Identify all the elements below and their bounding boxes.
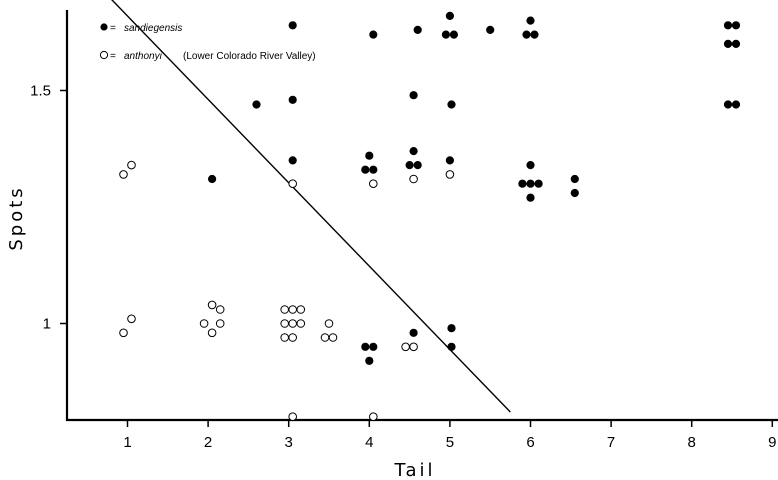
point-sandiegensis (731, 39, 741, 49)
point-anthonyi (215, 305, 225, 314)
point-anthonyi (127, 160, 136, 170)
point-anthonyi (296, 319, 306, 328)
point-anthonyi (127, 314, 136, 324)
point-anthonyi (328, 333, 338, 342)
data-points (119, 11, 741, 422)
fit-line-group (111, 0, 511, 413)
point-sandiegensis (723, 100, 733, 109)
point-sandiegensis (526, 193, 535, 202)
point-anthonyi (369, 412, 378, 422)
point-sandiegensis (409, 147, 418, 156)
legend: = sandiegensis = anthonyi (Lower Colorad… (99, 23, 316, 62)
point-sandiegensis (288, 21, 297, 30)
point-anthonyi (119, 170, 128, 179)
point-sandiegensis (405, 161, 414, 170)
point-anthonyi (324, 319, 334, 328)
point-sandiegensis (526, 161, 535, 170)
point-sandiegensis (449, 30, 459, 39)
x-tick-label: 7 (607, 434, 615, 451)
legend-label-sandiegensis: sandiegensis (124, 23, 182, 34)
point-anthonyi (288, 333, 298, 342)
point-sandiegensis (530, 30, 539, 39)
point-anthonyi (119, 328, 128, 338)
point-sandiegensis (486, 25, 495, 35)
point-anthonyi (369, 179, 378, 188)
point-sandiegensis (361, 342, 370, 351)
point-sandiegensis (447, 342, 456, 351)
point-sandiegensis (288, 95, 297, 104)
point-anthonyi (288, 305, 298, 314)
point-anthonyi (401, 342, 410, 352)
legend-label-anthonyi: anthonyi (124, 51, 163, 62)
y-tick-label: 1 (43, 316, 51, 333)
point-anthonyi (215, 319, 225, 328)
point-anthonyi (288, 412, 298, 422)
point-anthonyi (280, 333, 290, 342)
axes (65, 10, 778, 422)
y-ticks: 11.52 (30, 83, 67, 333)
point-sandiegensis (288, 156, 297, 165)
point-sandiegensis (518, 179, 527, 188)
legend-marker-sandiegensis (100, 23, 108, 31)
x-tick-label: 5 (446, 434, 454, 451)
point-anthonyi (288, 319, 298, 328)
point-anthonyi (445, 170, 455, 179)
point-anthonyi (280, 319, 290, 328)
point-sandiegensis (369, 30, 378, 39)
point-sandiegensis (413, 161, 422, 170)
point-sandiegensis (522, 30, 531, 39)
y-tick-label: 1.5 (30, 83, 51, 100)
x-tick-label: 8 (688, 434, 696, 451)
point-sandiegensis (723, 21, 733, 30)
point-anthonyi (199, 319, 209, 328)
point-sandiegensis (208, 174, 217, 184)
point-sandiegensis (365, 151, 374, 160)
point-sandiegensis (252, 100, 261, 109)
point-anthonyi (288, 179, 298, 188)
x-tick-label: 9 (768, 434, 776, 451)
x-tick-label: 2 (204, 434, 212, 451)
point-sandiegensis (534, 179, 543, 188)
y-axis-title: Spots (6, 185, 27, 250)
point-sandiegensis (369, 165, 378, 174)
point-sandiegensis (731, 21, 741, 30)
point-sandiegensis (361, 165, 370, 174)
x-tick-label: 6 (526, 434, 534, 451)
point-anthonyi (409, 174, 418, 184)
point-sandiegensis (526, 179, 535, 188)
point-sandiegensis (570, 174, 579, 184)
legend-prefix-anthonyi: = (110, 51, 116, 62)
point-sandiegensis (441, 30, 451, 39)
point-anthonyi (296, 305, 306, 314)
point-sandiegensis (409, 328, 418, 337)
point-anthonyi (320, 333, 330, 342)
x-ticks: 1 2 3 4 5 6 7 8 9 (123, 420, 776, 451)
point-anthonyi (207, 300, 217, 310)
point-anthonyi (280, 305, 290, 314)
legend-marker-anthonyi (99, 50, 109, 60)
point-sandiegensis (445, 11, 455, 20)
point-sandiegensis (447, 100, 456, 109)
discriminant-line (111, 0, 511, 413)
point-sandiegensis (413, 25, 422, 35)
point-sandiegensis (731, 100, 741, 109)
x-tick-label: 4 (365, 434, 373, 451)
point-sandiegensis (369, 342, 378, 351)
point-sandiegensis (570, 188, 579, 198)
point-anthonyi (409, 342, 418, 352)
point-sandiegensis (365, 356, 374, 365)
x-tick-label: 3 (285, 434, 293, 451)
legend-prefix-sandiegensis: = (110, 23, 116, 34)
x-tick-label: 1 (123, 434, 131, 451)
point-sandiegensis (526, 16, 535, 25)
x-axis-title: Tail (393, 460, 435, 480)
legend-note-anthonyi: (Lower Colorado River Valley) (183, 51, 316, 62)
point-anthonyi (207, 328, 217, 338)
point-sandiegensis (409, 91, 418, 100)
point-sandiegensis (723, 39, 733, 49)
point-sandiegensis (445, 156, 455, 165)
point-sandiegensis (447, 324, 456, 333)
